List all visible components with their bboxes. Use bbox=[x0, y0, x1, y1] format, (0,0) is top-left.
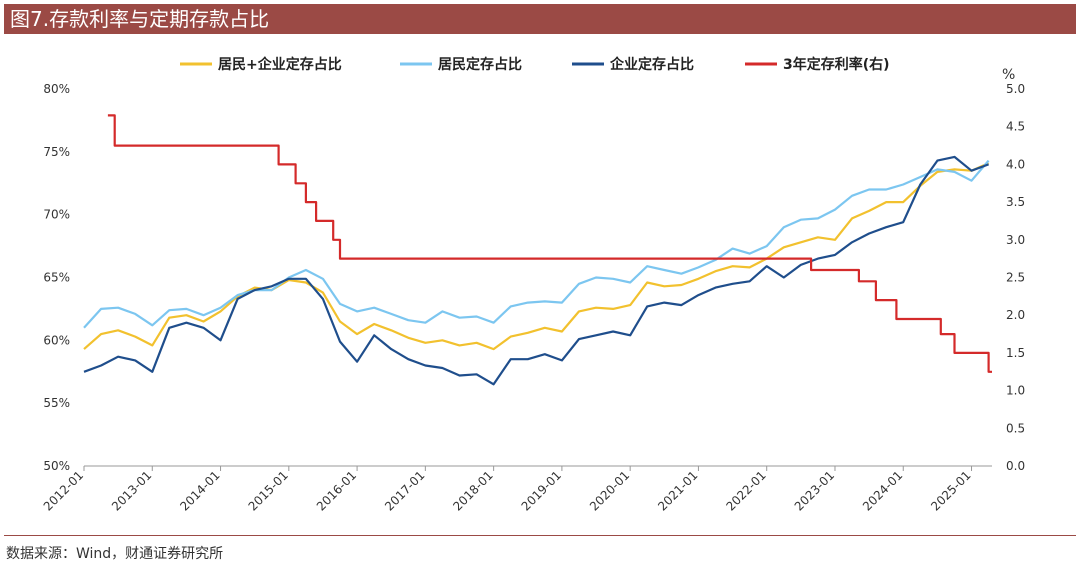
x-tick-label: 2017-01 bbox=[382, 468, 427, 513]
y-left-tick-label: 60% bbox=[43, 333, 70, 347]
y-right-unit-label: % bbox=[1002, 67, 1015, 83]
y-right-tick-label: 3.0 bbox=[1006, 233, 1025, 247]
y-left-tick-label: 65% bbox=[43, 271, 70, 285]
x-tick-label: 2013-01 bbox=[109, 468, 154, 513]
x-tick-label: 2012-01 bbox=[41, 468, 86, 513]
legend-label-3: 3年定存利率(右) bbox=[783, 56, 890, 73]
legend-label-1: 居民定存占比 bbox=[438, 56, 522, 73]
x-tick-label: 2015-01 bbox=[246, 468, 291, 513]
y-right-tick-label: 2.5 bbox=[1006, 271, 1025, 285]
x-tick-label: 2023-01 bbox=[792, 468, 837, 513]
series-line-1 bbox=[83, 159, 990, 329]
y-right-tick-label: 1.0 bbox=[1006, 384, 1025, 398]
legend: 居民+企业定存占比 居民定存占比 企业定存占比 3年定存利率(右) bbox=[180, 56, 890, 73]
y-right-tick-label: 4.5 bbox=[1006, 120, 1025, 134]
x-tick-label: 2025-01 bbox=[928, 468, 973, 513]
x-tick-label: 2016-01 bbox=[314, 468, 359, 513]
y-right-tick-label: 3.5 bbox=[1006, 195, 1025, 209]
series-line-2 bbox=[83, 155, 989, 386]
y-left-tick-label: 70% bbox=[43, 208, 70, 222]
series-line-3 bbox=[107, 114, 992, 373]
legend-label-2: 企业定存占比 bbox=[609, 56, 694, 73]
y-right-tick-label: 0.0 bbox=[1006, 459, 1025, 473]
y-left-tick-label: 50% bbox=[43, 459, 70, 473]
source-note: 数据来源：Wind，财通证券研究所 bbox=[6, 546, 224, 562]
y-right-tick-label: 0.5 bbox=[1006, 421, 1025, 435]
x-tick-label: 2014-01 bbox=[177, 468, 222, 513]
x-tick-label: 2022-01 bbox=[723, 468, 768, 513]
x-tick-label: 2018-01 bbox=[450, 468, 495, 513]
chart-title: 图7.存款利率与定期存款占比 bbox=[10, 7, 270, 31]
y-right-tick-label: 1.5 bbox=[1006, 346, 1025, 360]
y-left-tick-label: 80% bbox=[43, 82, 70, 96]
x-tick-label: 2024-01 bbox=[860, 468, 905, 513]
title-bar: 图7.存款利率与定期存款占比 bbox=[4, 4, 1076, 34]
y-left-tick-label: 75% bbox=[43, 145, 70, 159]
y-right-tick-label: 2.0 bbox=[1006, 308, 1025, 322]
bottom-rule bbox=[4, 535, 1076, 536]
y-left-tick-label: 55% bbox=[43, 396, 70, 410]
y-right-tick-label: 4.0 bbox=[1006, 157, 1025, 171]
axes: 2012-01 2013-01 2014-01 2015-01 2016-01 2017-… bbox=[41, 67, 1025, 514]
x-tick-label: 2019-01 bbox=[519, 468, 564, 513]
y-right-tick-label: 5.0 bbox=[1006, 82, 1025, 96]
series-line-0 bbox=[83, 162, 990, 351]
series-layer bbox=[83, 114, 992, 386]
x-tick-label: 2020-01 bbox=[587, 468, 632, 513]
chart: 居民+企业定存占比 居民定存占比 企业定存占比 3年定存利率(右) 2012-01 20… bbox=[41, 56, 1025, 514]
legend-label-0: 居民+企业定存占比 bbox=[218, 56, 342, 73]
x-tick-label: 2021-01 bbox=[655, 468, 700, 513]
